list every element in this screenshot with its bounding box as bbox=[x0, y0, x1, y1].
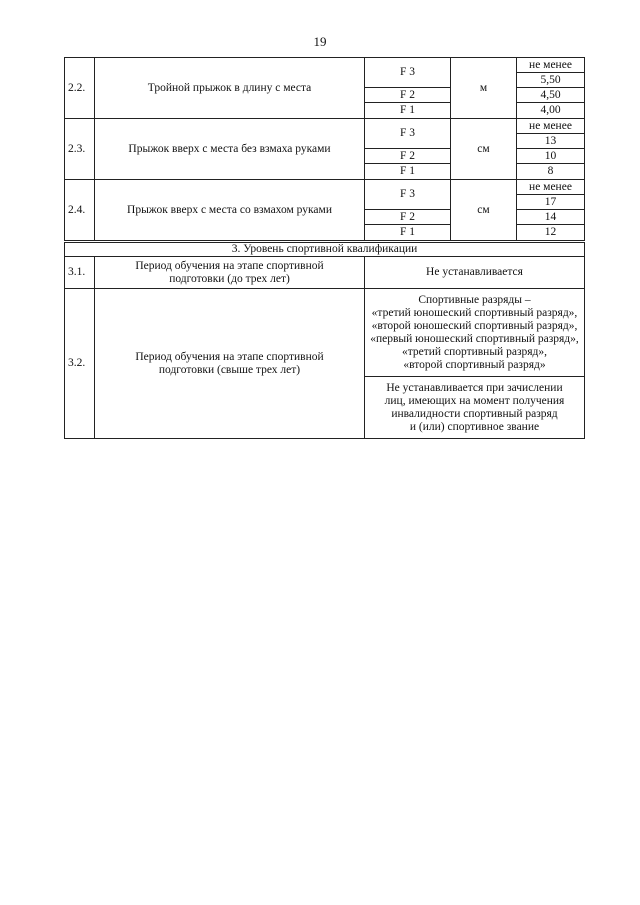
exercise-name: Тройной прыжок в длину с места bbox=[94, 57, 365, 119]
unit: м bbox=[450, 57, 517, 119]
class-label: F 3 bbox=[364, 179, 451, 210]
qualifier-text: не менее bbox=[529, 119, 572, 132]
qualification-period-text: Период обучения на этапе спортивной подг… bbox=[135, 259, 324, 285]
rank-line: Спортивные разряды – bbox=[418, 293, 531, 306]
row-number: 2.3. bbox=[64, 118, 95, 180]
class-label: F 1 bbox=[364, 224, 451, 241]
class-label-text: F 1 bbox=[399, 226, 416, 238]
qualification-value-text: Не устанавливается bbox=[426, 266, 523, 278]
exercise-name-text: Прыжок вверх с места со взмахом руками bbox=[127, 203, 332, 216]
standard-value-text: 10 bbox=[544, 149, 557, 162]
class-label-text: F 1 bbox=[399, 104, 416, 116]
standard-value: 14 bbox=[516, 209, 585, 225]
class-label-text: F 3 bbox=[399, 127, 416, 139]
note-line: инвалидности спортивный разряд bbox=[391, 407, 558, 420]
qualifier-text: не менее bbox=[529, 58, 572, 71]
row-number-text: 2.2. bbox=[68, 81, 86, 94]
standard-value: 17 bbox=[516, 194, 585, 210]
class-label: F 3 bbox=[364, 57, 451, 88]
class-label-text: F 2 bbox=[399, 88, 416, 101]
note-line: и (или) спортивное звание bbox=[409, 420, 540, 433]
standard-value: 12 bbox=[516, 224, 585, 241]
qualifier: не менее bbox=[516, 179, 585, 195]
row-number-text: 3.2. bbox=[68, 357, 86, 369]
qualifier-text: не менее bbox=[529, 180, 572, 193]
unit: см bbox=[450, 118, 517, 180]
qualification-value: Спортивные разряды – «третий юношеский сп… bbox=[364, 288, 585, 377]
qualifier: не менее bbox=[516, 57, 585, 73]
standard-value: 4,50 bbox=[516, 87, 585, 103]
qualification-period: Период обучения на этапе спортивной подг… bbox=[94, 288, 365, 439]
exercise-name: Прыжок вверх с места со взмахом руками bbox=[94, 179, 365, 241]
row-number: 3.2. bbox=[64, 288, 95, 439]
row-number: 3.1. bbox=[64, 256, 95, 289]
rank-line: «первый юношеский спортивный разряд», bbox=[370, 332, 579, 345]
class-label-text: F 1 bbox=[399, 165, 416, 177]
row-number-text: 2.3. bbox=[68, 142, 86, 155]
standard-value: 5,50 bbox=[516, 72, 585, 88]
rank-line: «третий спортивный разряд», bbox=[401, 345, 548, 358]
exercise-name-text: Прыжок вверх с места без взмаха руками bbox=[128, 142, 331, 155]
qualification-period-text: Период обучения на этапе спортивной подг… bbox=[135, 350, 324, 376]
class-label-text: F 2 bbox=[399, 149, 416, 162]
class-label-text: F 3 bbox=[399, 188, 416, 200]
standard-value-text: 13 bbox=[544, 134, 557, 147]
standard-value: 10 bbox=[516, 148, 585, 164]
class-label: F 3 bbox=[364, 118, 451, 149]
row-number-text: 2.4. bbox=[68, 203, 86, 216]
unit-text: см bbox=[477, 203, 490, 216]
section-heading-text: 3. Уровень спортивной квалификации bbox=[231, 243, 418, 255]
row-number: 2.4. bbox=[64, 179, 95, 241]
qualifier: не менее bbox=[516, 118, 585, 134]
class-label: F 2 bbox=[364, 209, 451, 225]
unit-text: м bbox=[479, 81, 488, 94]
rank-line: «третий юношеский спортивный разряд», bbox=[371, 306, 578, 319]
exercise-name-text: Тройной прыжок в длину с места bbox=[147, 81, 312, 94]
class-label: F 2 bbox=[364, 148, 451, 164]
note-line: лиц, имеющих на момент получения bbox=[384, 394, 565, 407]
section-heading: 3. Уровень спортивной квалификации bbox=[64, 242, 585, 257]
qualification-note: Не устанавливается при зачислении лиц, им… bbox=[364, 376, 585, 439]
standard-value-text: 4,50 bbox=[540, 88, 561, 101]
unit-text: см bbox=[477, 142, 490, 155]
standard-value: 13 bbox=[516, 133, 585, 149]
class-label: F 1 bbox=[364, 163, 451, 180]
class-label-text: F 2 bbox=[399, 210, 416, 223]
standard-value-text: 12 bbox=[544, 226, 557, 238]
class-label: F 2 bbox=[364, 87, 451, 103]
exercise-name: Прыжок вверх с места без взмаха руками bbox=[94, 118, 365, 180]
standard-value: 4,00 bbox=[516, 102, 585, 119]
standard-value-text: 8 bbox=[547, 165, 554, 177]
qualification-value: Не устанавливается bbox=[364, 256, 585, 289]
standard-value-text: 14 bbox=[544, 210, 557, 223]
unit: см bbox=[450, 179, 517, 241]
row-number: 2.2. bbox=[64, 57, 95, 119]
class-label-text: F 3 bbox=[399, 66, 416, 78]
rank-line: «второй юношеский спортивный разряд», bbox=[371, 319, 578, 332]
page-number: 19 bbox=[313, 34, 327, 49]
standard-value-text: 17 bbox=[544, 195, 557, 208]
note-line: Не устанавливается при зачислении bbox=[386, 381, 563, 394]
rank-line: «второй спортивный разряд» bbox=[403, 358, 546, 371]
standard-value: 8 bbox=[516, 163, 585, 180]
row-number-text: 3.1. bbox=[68, 266, 86, 278]
class-label: F 1 bbox=[364, 102, 451, 119]
qualification-period: Период обучения на этапе спортивной подг… bbox=[94, 256, 365, 289]
standard-value-text: 5,50 bbox=[540, 73, 561, 86]
standard-value-text: 4,00 bbox=[540, 104, 561, 116]
